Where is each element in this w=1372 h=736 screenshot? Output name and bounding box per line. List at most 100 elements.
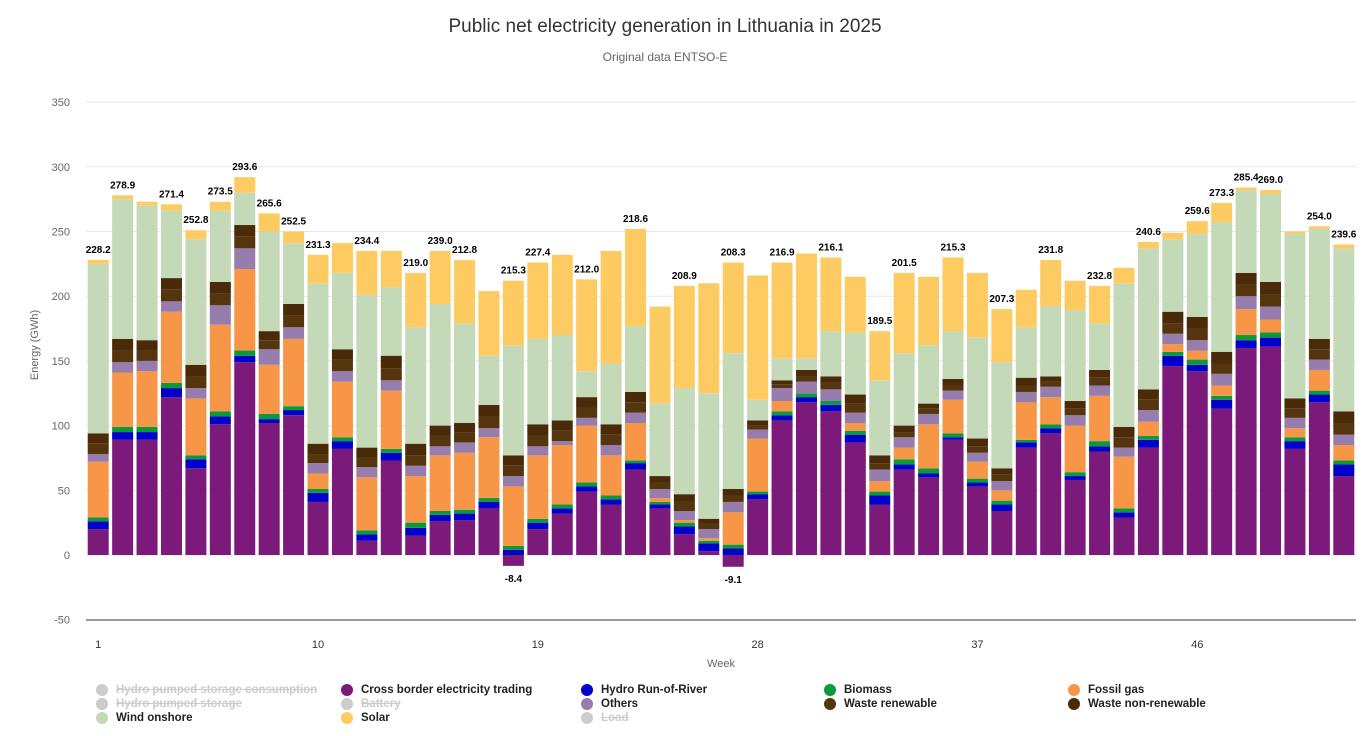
bar-segment-solar[interactable] — [136, 201, 158, 206]
bar-segment-waste-non-renewable[interactable] — [1089, 369, 1111, 378]
bar-segment-waste-non-renewable[interactable] — [112, 338, 134, 351]
bar-segment-wind-onshore[interactable] — [698, 393, 720, 519]
bar-segment-waste-renewable[interactable] — [942, 385, 964, 391]
bar-segment-waste-renewable[interactable] — [136, 350, 158, 361]
legend-item-waste-non-renewable[interactable]: Waste non-renewable — [1068, 698, 1206, 710]
bar-segment-waste-renewable[interactable] — [478, 416, 500, 429]
bar-segment-others[interactable] — [307, 463, 329, 474]
bar-week-47[interactable] — [1211, 203, 1233, 555]
bar-segment-hydro-run-of-river[interactable] — [87, 521, 109, 530]
bar-segment-waste-renewable[interactable] — [1284, 408, 1306, 418]
bar-segment-cross-border-electricity-trading[interactable] — [136, 439, 158, 555]
bar-segment-hydro-run-of-river[interactable] — [185, 459, 207, 469]
bar-segment-hydro-run-of-river[interactable] — [112, 432, 134, 440]
bar-segment-waste-non-renewable[interactable] — [893, 425, 915, 433]
bar-segment-cross-border-electricity-trading[interactable] — [722, 555, 744, 567]
bar-segment-fossil-gas[interactable] — [1284, 428, 1306, 438]
bar-segment-cross-border-electricity-trading[interactable] — [405, 535, 427, 555]
bar-segment-hydro-run-of-river[interactable] — [454, 513, 476, 521]
bar-segment-waste-non-renewable[interactable] — [820, 376, 842, 383]
bar-segment-others[interactable] — [1260, 306, 1282, 320]
bar-segment-waste-non-renewable[interactable] — [258, 331, 280, 341]
bar-segment-biomass[interactable] — [1089, 441, 1111, 447]
bar-segment-solar[interactable] — [1015, 289, 1037, 328]
bar-segment-waste-renewable[interactable] — [380, 368, 402, 381]
bar-week-51[interactable] — [1308, 226, 1330, 555]
bar-segment-hydro-run-of-river[interactable] — [209, 416, 231, 425]
bar-segment-biomass[interactable] — [380, 448, 402, 453]
bar-segment-waste-non-renewable[interactable] — [600, 424, 622, 435]
bar-segment-fossil-gas[interactable] — [576, 425, 598, 483]
bar-segment-others[interactable] — [478, 428, 500, 438]
bar-segment-waste-non-renewable[interactable] — [356, 447, 378, 458]
bar-segment-waste-renewable[interactable] — [331, 359, 353, 372]
bar-segment-solar[interactable] — [1064, 280, 1086, 311]
bar-segment-wind-onshore[interactable] — [527, 338, 549, 425]
legend-item-others[interactable]: Others — [581, 698, 638, 710]
bar-segment-hydro-run-of-river[interactable] — [1211, 399, 1233, 409]
bar-segment-solar[interactable] — [649, 306, 671, 404]
bar-segment-hydro-run-of-river[interactable] — [576, 486, 598, 492]
bar-segment-biomass[interactable] — [136, 426, 158, 433]
bar-segment-cross-border-electricity-trading[interactable] — [649, 508, 671, 555]
bar-segment-fossil-gas[interactable] — [1040, 397, 1062, 425]
bar-segment-waste-non-renewable[interactable] — [771, 380, 793, 385]
bar-segment-waste-non-renewable[interactable] — [1333, 411, 1355, 424]
bar-segment-others[interactable] — [405, 465, 427, 477]
bar-segment-waste-renewable[interactable] — [551, 430, 573, 442]
bar-segment-hydro-run-of-river[interactable] — [502, 549, 524, 555]
bar-segment-waste-renewable[interactable] — [87, 443, 109, 455]
bar-week-42[interactable] — [1089, 285, 1111, 555]
bar-segment-others[interactable] — [893, 437, 915, 448]
bar-segment-others[interactable] — [258, 349, 280, 365]
bar-segment-biomass[interactable] — [1260, 332, 1282, 338]
bar-week-10[interactable] — [307, 254, 329, 555]
bar-segment-others[interactable] — [966, 452, 988, 462]
bar-segment-wind-onshore[interactable] — [1040, 306, 1062, 377]
bar-segment-fossil-gas[interactable] — [307, 473, 329, 490]
bar-segment-others[interactable] — [795, 381, 817, 394]
bar-segment-biomass[interactable] — [625, 460, 647, 464]
legend-item-load[interactable]: Load — [581, 712, 628, 724]
bar-segment-fossil-gas[interactable] — [283, 338, 305, 407]
bar-segment-biomass[interactable] — [331, 437, 353, 442]
bar-segment-wind-onshore[interactable] — [478, 355, 500, 405]
bar-segment-fossil-gas[interactable] — [331, 381, 353, 438]
bar-week-35[interactable] — [918, 276, 940, 555]
bar-segment-biomass[interactable] — [185, 455, 207, 460]
bar-segment-solar[interactable] — [1211, 203, 1233, 223]
bar-segment-cross-border-electricity-trading[interactable] — [1089, 451, 1111, 555]
bar-segment-fossil-gas[interactable] — [869, 481, 891, 492]
legend-item-biomass[interactable]: Biomass — [824, 684, 892, 696]
bar-segment-waste-renewable[interactable] — [112, 350, 134, 363]
bar-week-18[interactable] — [502, 280, 524, 566]
bar-segment-wind-onshore[interactable] — [1211, 222, 1233, 352]
bar-segment-solar[interactable] — [454, 259, 476, 324]
bar-segment-biomass[interactable] — [673, 522, 695, 527]
bar-segment-others[interactable] — [454, 442, 476, 453]
bar-segment-waste-renewable[interactable] — [429, 435, 451, 447]
bar-segment-cross-border-electricity-trading[interactable] — [771, 420, 793, 555]
bar-week-46[interactable] — [1186, 221, 1208, 555]
bar-segment-hydro-run-of-river[interactable] — [258, 419, 280, 424]
bar-segment-waste-non-renewable[interactable] — [283, 303, 305, 316]
bar-week-28[interactable] — [747, 275, 769, 555]
bar-segment-waste-non-renewable[interactable] — [966, 438, 988, 447]
bar-segment-solar[interactable] — [209, 201, 231, 211]
bar-segment-waste-non-renewable[interactable] — [478, 404, 500, 417]
bar-segment-others[interactable] — [820, 389, 842, 402]
bar-segment-fossil-gas[interactable] — [1235, 309, 1257, 336]
bar-segment-biomass[interactable] — [966, 478, 988, 483]
bar-segment-hydro-run-of-river[interactable] — [1186, 364, 1208, 372]
bar-segment-cross-border-electricity-trading[interactable] — [1260, 346, 1282, 555]
bar-segment-wind-onshore[interactable] — [1186, 234, 1208, 317]
bar-week-36[interactable] — [942, 257, 964, 555]
bar-segment-solar[interactable] — [942, 257, 964, 332]
legend-item-fossil-gas[interactable]: Fossil gas — [1068, 684, 1144, 696]
bar-segment-fossil-gas[interactable] — [527, 455, 549, 519]
bar-segment-solar[interactable] — [234, 177, 256, 193]
bar-segment-waste-non-renewable[interactable] — [1284, 398, 1306, 409]
bar-segment-others[interactable] — [1333, 434, 1355, 446]
bar-segment-waste-non-renewable[interactable] — [1064, 401, 1086, 409]
bar-segment-cross-border-electricity-trading[interactable] — [1186, 371, 1208, 555]
